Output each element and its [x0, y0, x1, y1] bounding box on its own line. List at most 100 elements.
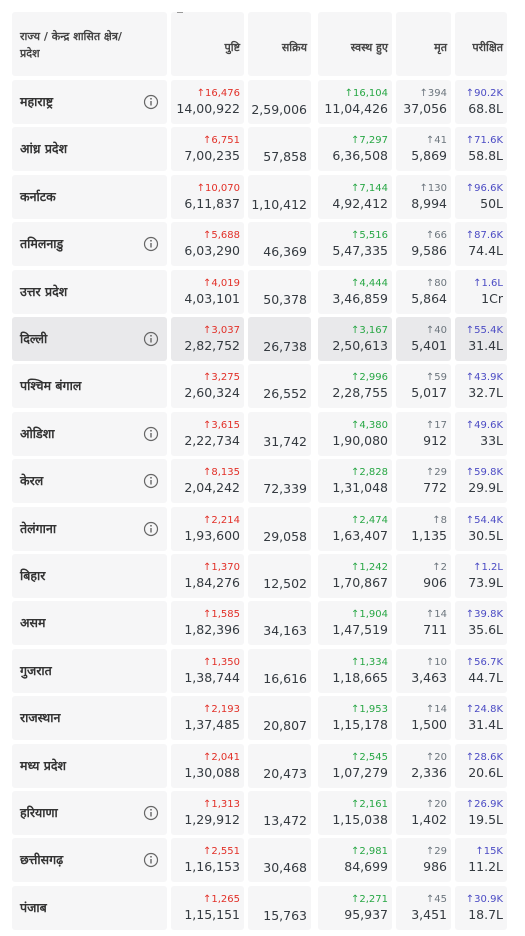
- active-cell: 20,473: [248, 743, 311, 788]
- confirmed-total: 7,00,235: [184, 148, 240, 164]
- tested-delta: 59.8K: [466, 467, 503, 479]
- recovered-total: 1,15,178: [332, 717, 388, 733]
- header-cell[interactable]: मृत: [396, 12, 451, 76]
- tested-delta: 24.8K: [466, 704, 503, 716]
- active-total: 30,468: [263, 860, 307, 876]
- header-text: परीक्षित: [472, 41, 503, 54]
- deaths-total: 2,336: [411, 764, 447, 780]
- state-cell[interactable]: तेलंगाना: [12, 506, 167, 551]
- info-icon[interactable]: [143, 805, 159, 821]
- header-cell[interactable]: सक्रिय: [248, 12, 311, 76]
- state-cell[interactable]: कर्नाटक: [12, 174, 167, 219]
- active-cell: 2,59,006: [248, 80, 311, 124]
- recovered-total: 4,92,412: [332, 195, 388, 211]
- state-cell[interactable]: तमिलनाडु: [12, 222, 167, 267]
- deaths-cell: 103,463: [396, 648, 451, 693]
- active-total: 20,473: [263, 765, 307, 781]
- recovered-total: 1,70,867: [332, 575, 388, 590]
- state-cell[interactable]: गुजरात: [12, 648, 167, 693]
- header-cell[interactable]: स्वस्थ हुए: [318, 12, 392, 76]
- state-cell[interactable]: महाराष्ट्र: [12, 80, 167, 124]
- deaths-delta: 2: [432, 562, 447, 574]
- state-cell[interactable]: असम: [12, 601, 167, 646]
- active-total: 31,742: [263, 433, 307, 449]
- info-icon[interactable]: [143, 521, 159, 537]
- deaths-total: 711: [423, 622, 447, 638]
- tested-total: 11.2L: [468, 859, 503, 875]
- state-cell[interactable]: आंध्र प्रदेश: [12, 127, 167, 172]
- tested-total: 50L: [480, 195, 503, 211]
- header-cell[interactable]: पुष्टि: [171, 12, 244, 76]
- state-name: राजस्थान: [20, 710, 61, 726]
- tested-total: 31.4L: [468, 338, 503, 353]
- tested-delta: 56.7K: [466, 657, 503, 669]
- active-cell: 29,058: [248, 506, 311, 551]
- state-cell[interactable]: केरल: [12, 459, 167, 504]
- info-icon[interactable]: [143, 331, 159, 347]
- tested-total: 19.5L: [468, 812, 503, 827]
- confirmed-delta: 3,615: [203, 420, 240, 432]
- deaths-delta: 29: [426, 467, 447, 479]
- deaths-total: 9,586: [411, 243, 447, 259]
- confirmed-total: 1,82,396: [184, 622, 240, 638]
- recovered-total: 3,46,859: [332, 290, 388, 306]
- state-name: पंजाब: [20, 899, 47, 915]
- info-icon[interactable]: [143, 852, 159, 868]
- confirmed-total: 2,22,734: [184, 432, 240, 448]
- state-cell[interactable]: पंजाब: [12, 885, 167, 930]
- header-cell[interactable]: परीक्षित: [455, 12, 507, 76]
- info-icon[interactable]: [143, 426, 159, 442]
- confirmed-delta: 16,476: [197, 88, 240, 100]
- confirmed-total: 1,30,088: [184, 764, 240, 780]
- info-icon[interactable]: [143, 236, 159, 252]
- active-cell: 34,163: [248, 601, 311, 646]
- state-cell[interactable]: बिहार: [12, 554, 167, 598]
- active-total: 29,058: [263, 528, 307, 544]
- info-icon[interactable]: [143, 94, 159, 110]
- state-cell[interactable]: राजस्थान: [12, 696, 167, 741]
- recovered-total: 95,937: [344, 906, 388, 922]
- active-total: 50,378: [263, 291, 307, 307]
- deaths-delta: 14: [426, 704, 447, 716]
- recovered-delta: 2,981: [351, 846, 388, 858]
- confirmed-delta: 1,370: [203, 562, 240, 574]
- info-icon[interactable]: [143, 473, 159, 489]
- header-text: मृत: [434, 41, 447, 54]
- state-cell[interactable]: उत्तर प्रदेश: [12, 269, 167, 314]
- state-cell[interactable]: हरियाणा: [12, 791, 167, 835]
- state-cell[interactable]: छत्तीसगढ़: [12, 838, 167, 883]
- recovered-total: 2,28,755: [332, 385, 388, 401]
- state-cell[interactable]: मध्य प्रदेश: [12, 743, 167, 788]
- recovered-total: 1,63,407: [332, 527, 388, 543]
- confirmed-delta: 2,214: [203, 515, 240, 527]
- state-cell[interactable]: दिल्ली: [12, 317, 167, 361]
- state-name: केरल: [20, 473, 44, 489]
- confirmed-total: 1,38,744: [184, 669, 240, 685]
- state-name: तेलंगाना: [20, 520, 57, 536]
- deaths-cell: 202,336: [396, 743, 451, 788]
- recovered-total: 1,07,279: [332, 764, 388, 780]
- confirmed-total: 4,03,101: [184, 290, 240, 306]
- active-total: 16,616: [263, 670, 307, 686]
- deaths-delta: 41: [426, 135, 447, 147]
- tested-total: 68.8L: [468, 101, 503, 116]
- state-cell[interactable]: पश्चिम बंगाल: [12, 364, 167, 409]
- recovered-total: 5,47,335: [332, 243, 388, 259]
- recovered-total: 11,04,426: [324, 101, 388, 116]
- tested-delta: 87.6K: [466, 230, 503, 242]
- state-cell[interactable]: ओडिशा: [12, 411, 167, 456]
- active-cell: 72,339: [248, 459, 311, 504]
- recovered-delta: 1,334: [351, 657, 388, 669]
- deaths-cell: 453,451: [396, 885, 451, 930]
